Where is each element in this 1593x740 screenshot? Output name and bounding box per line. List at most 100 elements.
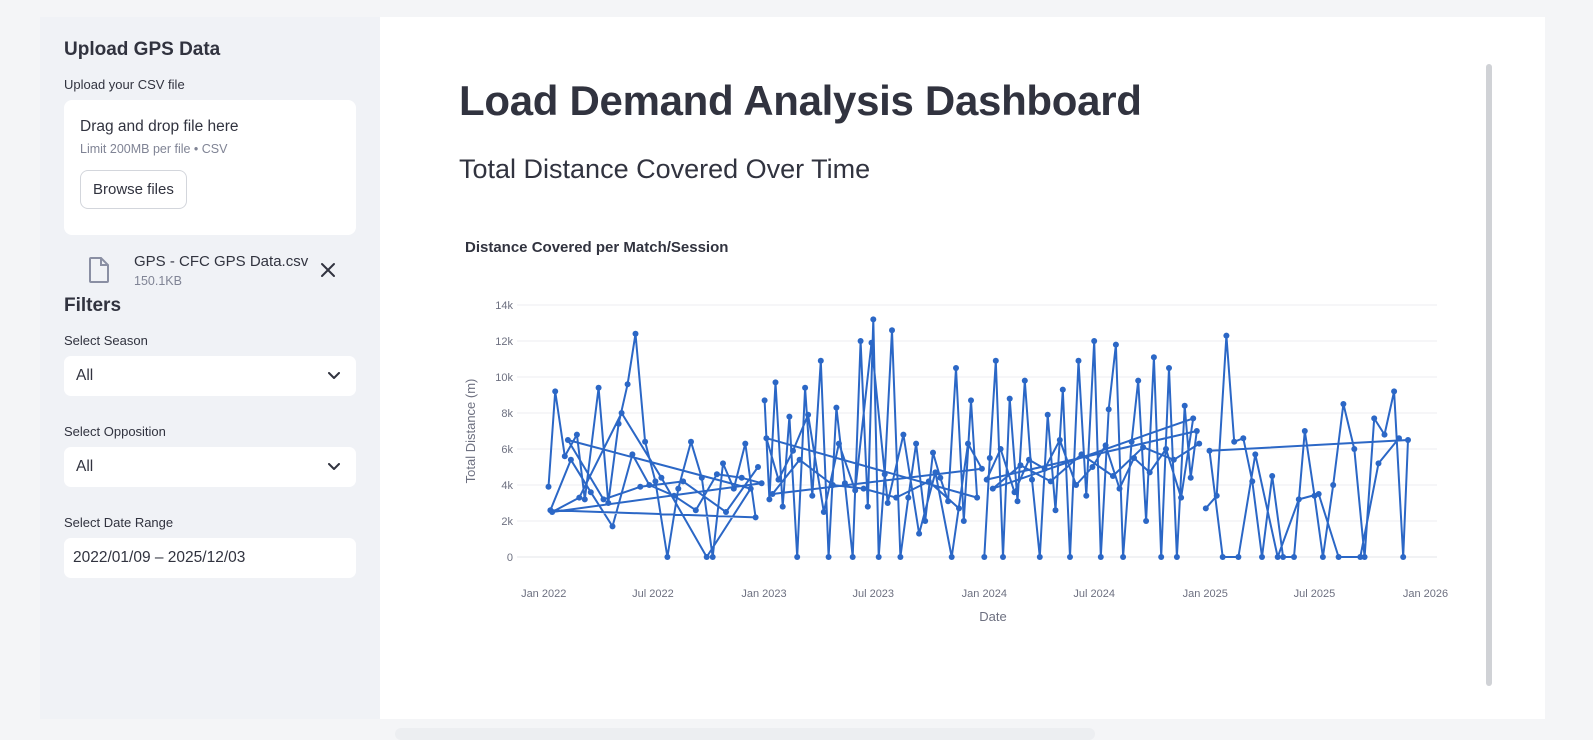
data-point xyxy=(1011,489,1018,496)
data-point xyxy=(629,451,636,458)
data-point xyxy=(1075,357,1082,364)
data-point xyxy=(1109,473,1116,479)
chart-title: Distance Covered per Match/Session xyxy=(465,239,728,256)
data-point xyxy=(978,465,985,472)
data-point xyxy=(817,357,824,364)
opposition-value: All xyxy=(76,458,94,475)
scrollbar[interactable] xyxy=(1486,64,1492,686)
data-point xyxy=(652,478,659,485)
season-value: All xyxy=(76,367,94,384)
y-tick-label: 6k xyxy=(501,444,513,456)
y-tick-label: 0 xyxy=(507,552,513,564)
data-point xyxy=(852,487,859,494)
data-point xyxy=(1059,386,1066,393)
data-point xyxy=(1047,478,1054,485)
data-point xyxy=(1112,341,1119,348)
data-point xyxy=(1196,440,1203,447)
data-point xyxy=(1083,492,1090,499)
data-point xyxy=(981,554,988,560)
data-point xyxy=(755,464,761,470)
y-tick-label: 10k xyxy=(495,372,513,384)
data-point xyxy=(605,500,612,506)
series-line xyxy=(763,318,983,558)
data-point xyxy=(664,554,671,560)
data-point xyxy=(1173,554,1180,560)
data-point xyxy=(960,518,967,524)
data-point xyxy=(1252,451,1259,458)
data-point xyxy=(609,523,616,530)
x-tick-label: Jul 2025 xyxy=(1294,588,1336,600)
data-point xyxy=(692,507,699,514)
data-point xyxy=(849,554,856,560)
upload-label: Upload your CSV file xyxy=(64,77,185,92)
data-point xyxy=(1146,469,1153,476)
data-point xyxy=(1091,338,1098,344)
data-point xyxy=(870,316,877,323)
x-tick-label: Jul 2024 xyxy=(1073,588,1115,600)
opposition-select[interactable]: All xyxy=(64,447,356,487)
data-point xyxy=(1006,395,1013,402)
data-point xyxy=(989,485,996,492)
data-point xyxy=(1280,554,1287,560)
data-point xyxy=(747,485,754,492)
data-point xyxy=(948,554,955,560)
data-point xyxy=(561,453,568,460)
data-point xyxy=(790,447,796,454)
data-point xyxy=(900,431,907,438)
data-point xyxy=(1067,554,1073,560)
data-point xyxy=(825,554,832,560)
data-point xyxy=(723,509,729,515)
data-point xyxy=(1269,473,1276,479)
data-point xyxy=(1396,435,1402,442)
bottom-bar xyxy=(395,728,1095,740)
date-range-input[interactable]: 2022/01/09 – 2025/12/03 xyxy=(64,538,356,578)
data-point xyxy=(576,494,583,501)
data-point xyxy=(713,471,720,478)
sidebar: Upload GPS Data Upload your CSV file Dra… xyxy=(40,17,380,719)
data-point xyxy=(1187,474,1194,481)
data-point xyxy=(1056,437,1063,443)
data-point xyxy=(1259,554,1265,560)
data-point xyxy=(1361,554,1368,560)
data-point xyxy=(1041,465,1048,472)
data-point xyxy=(1135,377,1142,384)
data-point xyxy=(1105,406,1112,413)
data-point xyxy=(805,411,812,418)
data-point xyxy=(893,494,900,501)
data-point xyxy=(1017,462,1024,469)
data-point xyxy=(587,489,594,496)
data-point xyxy=(1158,554,1165,560)
y-tick-label: 14k xyxy=(495,300,513,312)
data-point xyxy=(881,471,888,478)
close-icon[interactable] xyxy=(318,260,338,280)
data-point xyxy=(1166,365,1172,371)
data-point xyxy=(1170,456,1177,463)
page-title: Load Demand Analysis Dashboard xyxy=(459,77,1142,124)
data-point xyxy=(730,485,737,492)
data-point xyxy=(857,338,864,344)
series-line xyxy=(1205,334,1409,558)
data-point xyxy=(1140,444,1147,451)
file-dropzone[interactable]: Drag and drop file here Limit 200MB per … xyxy=(64,100,356,235)
main-content: Load Demand Analysis Dashboard Total Dis… xyxy=(380,17,1545,719)
data-point xyxy=(1089,464,1096,470)
data-point xyxy=(618,410,625,416)
x-tick-label: Jan 2026 xyxy=(1403,588,1448,600)
data-point xyxy=(642,438,649,445)
data-point xyxy=(1371,415,1378,422)
browse-files-button[interactable]: Browse files xyxy=(80,170,187,209)
distance-line-chart: Distance Covered per Match/Session 0 2k 4k 6… xyxy=(463,239,1448,624)
data-point xyxy=(1213,492,1220,499)
data-point xyxy=(802,384,809,391)
season-select[interactable]: All xyxy=(64,356,356,396)
data-point xyxy=(564,437,571,443)
data-point xyxy=(1315,491,1322,497)
data-point xyxy=(937,474,944,481)
data-point xyxy=(624,381,631,388)
x-tick-label: Jan 2023 xyxy=(741,588,786,600)
y-tick-label: 12k xyxy=(495,336,513,348)
data-point xyxy=(1219,554,1226,560)
filters-title: Filters xyxy=(64,295,122,316)
data-point xyxy=(1026,456,1032,463)
data-point xyxy=(688,438,694,445)
